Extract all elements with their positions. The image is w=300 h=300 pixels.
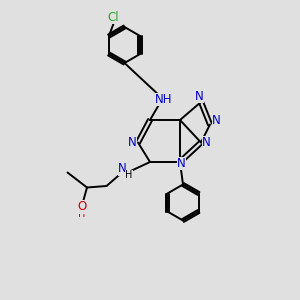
Text: H: H — [125, 170, 133, 181]
Text: O: O — [77, 200, 86, 214]
Text: H: H — [78, 208, 85, 219]
Text: Cl: Cl — [108, 11, 119, 24]
Text: N: N — [212, 114, 220, 128]
Text: N: N — [202, 136, 211, 149]
Text: N: N — [195, 89, 204, 103]
Text: N: N — [177, 157, 186, 170]
Text: N: N — [128, 136, 137, 149]
Text: NH: NH — [155, 93, 172, 106]
Text: N: N — [118, 162, 127, 176]
